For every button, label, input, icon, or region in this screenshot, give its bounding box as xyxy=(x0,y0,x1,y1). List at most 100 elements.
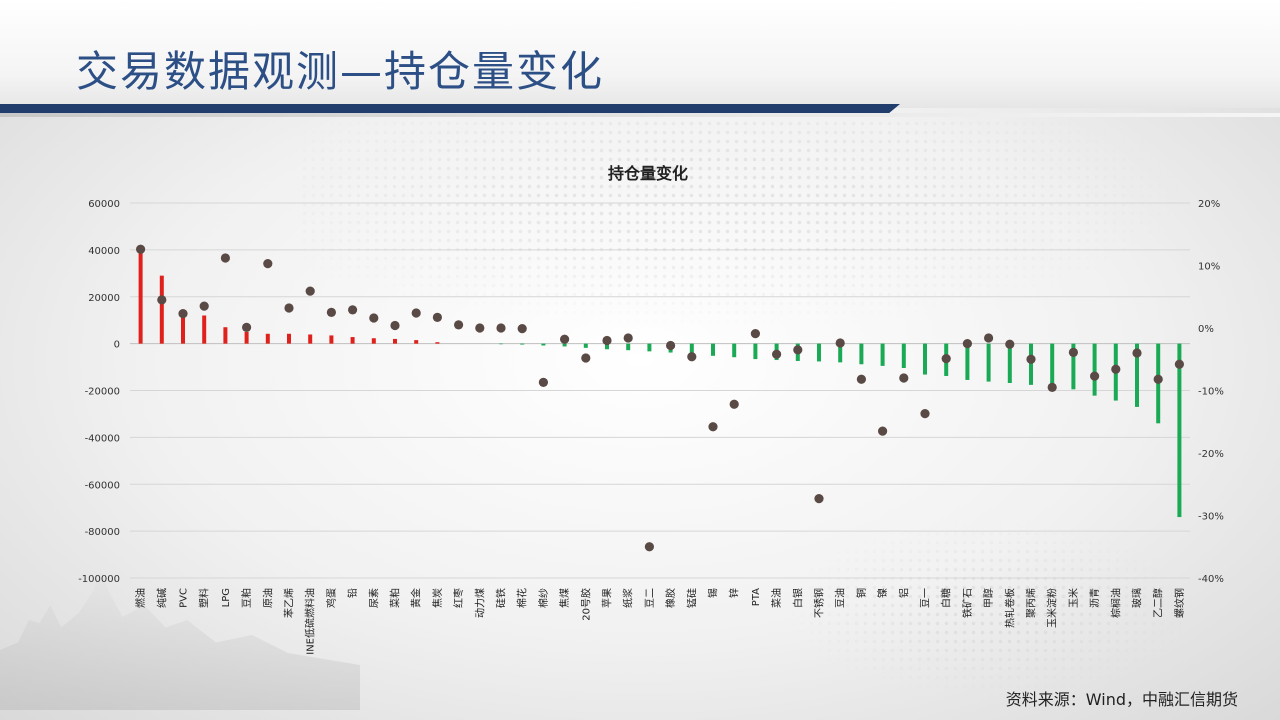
category-label: 铝 xyxy=(898,588,910,598)
category-label: 玉米淀粉 xyxy=(1046,588,1059,628)
category-label: 热轧卷板 xyxy=(1003,588,1016,628)
category-label: 玉米 xyxy=(1067,588,1080,608)
bar xyxy=(583,343,588,348)
dot xyxy=(814,494,824,504)
page-title: 交易数据观测—持仓量变化 xyxy=(76,47,605,96)
dot xyxy=(729,399,739,409)
bar xyxy=(732,343,737,358)
dot xyxy=(602,335,612,346)
dot xyxy=(920,409,930,419)
bar xyxy=(838,343,843,363)
bar xyxy=(605,343,609,350)
chart-title: 持仓量变化 xyxy=(608,164,688,183)
category-label: 不锈钢 xyxy=(813,588,826,618)
right-axis-tick: -20% xyxy=(1198,449,1224,460)
world-map-dots-lower xyxy=(780,520,1200,700)
dot xyxy=(793,345,803,355)
right-axis-tick: -30% xyxy=(1198,512,1224,523)
category-label: 棉纱 xyxy=(537,588,550,608)
dot xyxy=(899,373,909,383)
bar xyxy=(562,343,567,347)
category-label: 锌 xyxy=(728,588,741,598)
category-label: 菜粕 xyxy=(389,588,402,608)
left-axis-tick: -40000 xyxy=(85,433,120,444)
right-axis-tick: 10% xyxy=(1198,262,1220,273)
category-label: 螺纹钢 xyxy=(1173,588,1186,618)
category-label: 豆油 xyxy=(834,588,847,608)
bar xyxy=(138,247,143,344)
dot xyxy=(432,312,442,322)
dot xyxy=(750,329,761,339)
category-label: 尿素 xyxy=(367,588,380,608)
category-label: 白银 xyxy=(791,588,804,608)
category-label: 棕榈油 xyxy=(1109,588,1122,618)
category-label: 燃油 xyxy=(134,588,147,608)
dot xyxy=(1047,382,1057,392)
bar xyxy=(859,343,864,365)
dot xyxy=(1090,371,1100,381)
dot xyxy=(517,324,527,334)
bar xyxy=(329,335,334,344)
category-label: 铜 xyxy=(856,588,868,598)
bar xyxy=(244,331,249,344)
bar xyxy=(1177,343,1182,518)
category-label: 锡 xyxy=(707,588,720,598)
category-label: 苹果 xyxy=(601,588,614,608)
chart-grid xyxy=(130,202,1190,579)
header-band xyxy=(0,0,1280,108)
category-label: 菜油 xyxy=(770,588,783,608)
dot xyxy=(856,374,867,384)
dot xyxy=(284,303,294,313)
bar xyxy=(223,327,228,344)
category-label: 豆一 xyxy=(920,588,932,608)
bar xyxy=(159,275,164,344)
bar xyxy=(711,343,715,356)
category-label: 铅 xyxy=(346,588,359,598)
category-label: 苯乙烯 xyxy=(283,588,296,618)
category-label: 豆二 xyxy=(644,588,656,608)
dot xyxy=(644,542,655,552)
dot xyxy=(941,354,951,364)
dot xyxy=(411,308,421,318)
dot xyxy=(708,422,718,432)
category-label: 纯碱 xyxy=(155,588,168,608)
left-axis-tick: 0 xyxy=(114,340,120,351)
dot xyxy=(454,320,464,330)
left-axis-tick: -20000 xyxy=(85,387,120,398)
bar xyxy=(965,343,970,380)
category-label: 鸡蛋 xyxy=(325,588,338,608)
category-label: 锰硅 xyxy=(685,588,698,608)
dot xyxy=(1132,348,1142,358)
right-axis-tick: 0% xyxy=(1198,324,1214,335)
bar xyxy=(689,343,694,355)
bar xyxy=(181,311,185,344)
title-underline xyxy=(0,104,900,113)
dot xyxy=(348,305,358,315)
category-label: 硅铁 xyxy=(495,588,508,608)
category-label: 红枣 xyxy=(452,588,465,608)
category-label: 甲醇 xyxy=(982,588,995,608)
bar xyxy=(520,343,525,345)
bar xyxy=(371,338,376,344)
left-axis-tick: -80000 xyxy=(85,527,120,538)
dot xyxy=(157,295,167,305)
category-label: 黄金 xyxy=(410,588,423,608)
dot xyxy=(136,244,146,254)
category-label: 动力煤 xyxy=(473,588,486,618)
category-label: 焦煤 xyxy=(558,588,571,608)
left-axis-tick: -60000 xyxy=(85,480,120,491)
right-axis-tick: -40% xyxy=(1198,574,1224,585)
bar xyxy=(1007,343,1012,383)
dot xyxy=(560,334,570,344)
title-underline-shadow xyxy=(0,113,1280,117)
bar xyxy=(350,337,355,344)
dot xyxy=(496,323,506,333)
category-label: 玻璃 xyxy=(1131,588,1144,608)
dot xyxy=(1005,339,1015,349)
category-label: LPG xyxy=(221,588,232,607)
dot xyxy=(538,377,549,387)
bar xyxy=(499,343,503,345)
category-label: 乙二醇 xyxy=(1152,588,1165,618)
category-label: 白糖 xyxy=(940,588,953,608)
